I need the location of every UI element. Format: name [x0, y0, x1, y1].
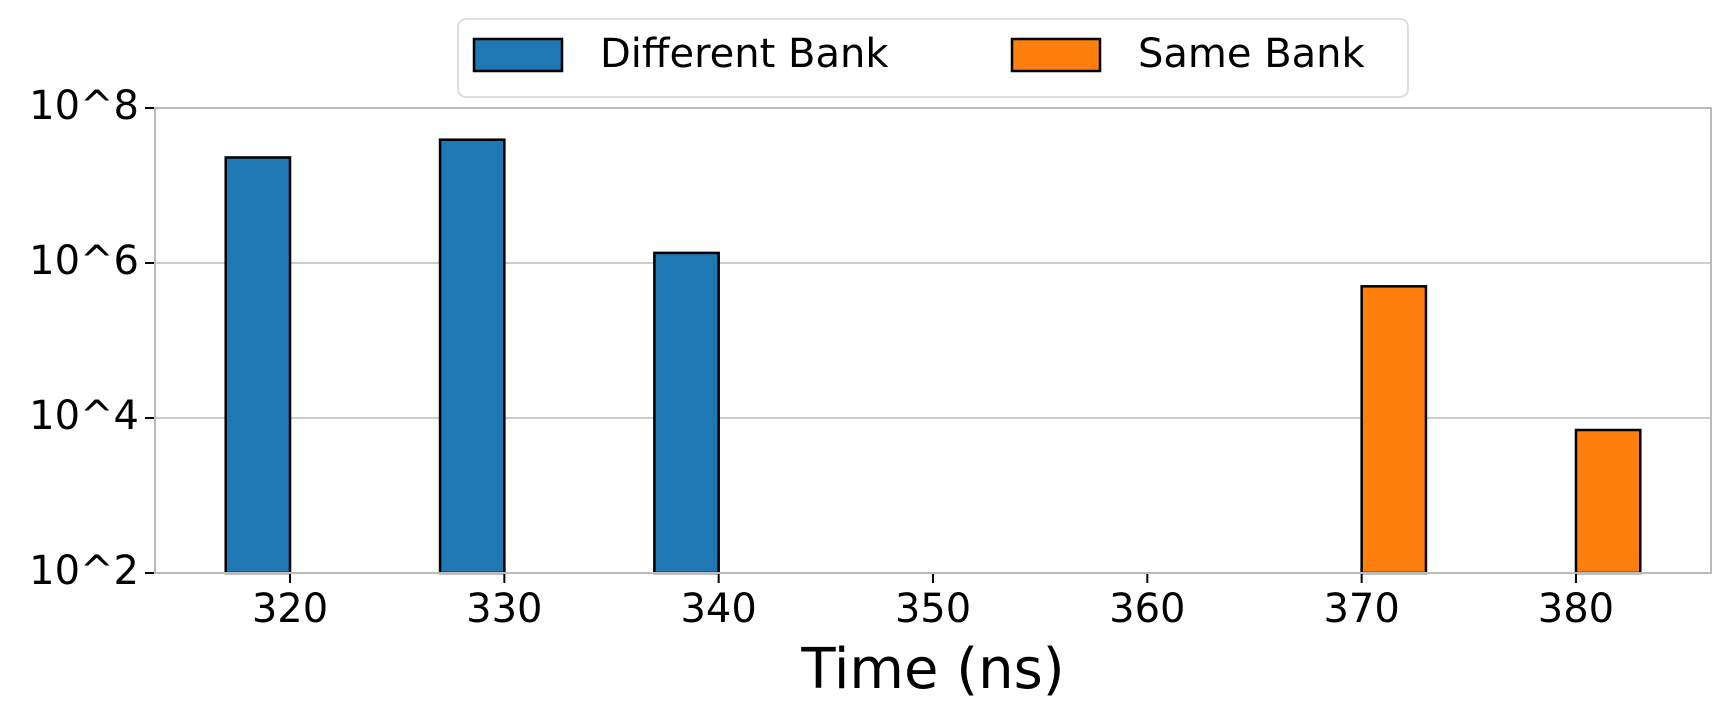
x-tick-label: 320	[252, 586, 328, 632]
bar	[438, 138, 506, 575]
x-tick-label: 330	[466, 586, 542, 632]
legend-swatch	[1010, 37, 1102, 73]
legend-label: Same Bank	[1138, 31, 1365, 77]
x-tick-label: 360	[1109, 586, 1185, 632]
legend-swatch	[472, 37, 564, 73]
legend-box	[457, 18, 1409, 98]
x-tick-label: 380	[1538, 586, 1614, 632]
y-tick-label: 10^2	[29, 548, 139, 594]
legend-label: Different Bank	[600, 31, 889, 77]
bar	[1360, 285, 1428, 575]
y-tick-label: 10^4	[29, 393, 139, 439]
x-tick-label: 340	[680, 586, 756, 632]
x-tick-label: 370	[1323, 586, 1399, 632]
bar	[224, 156, 292, 575]
x-tick-label: 350	[895, 586, 971, 632]
y-tick-label: 10^8	[29, 83, 139, 129]
x-axis-label: Time (ns)	[800, 637, 1064, 702]
bar	[1574, 428, 1642, 575]
plot-frame	[154, 107, 1712, 574]
y-tick-label: 10^6	[29, 238, 139, 284]
bar	[653, 251, 720, 575]
